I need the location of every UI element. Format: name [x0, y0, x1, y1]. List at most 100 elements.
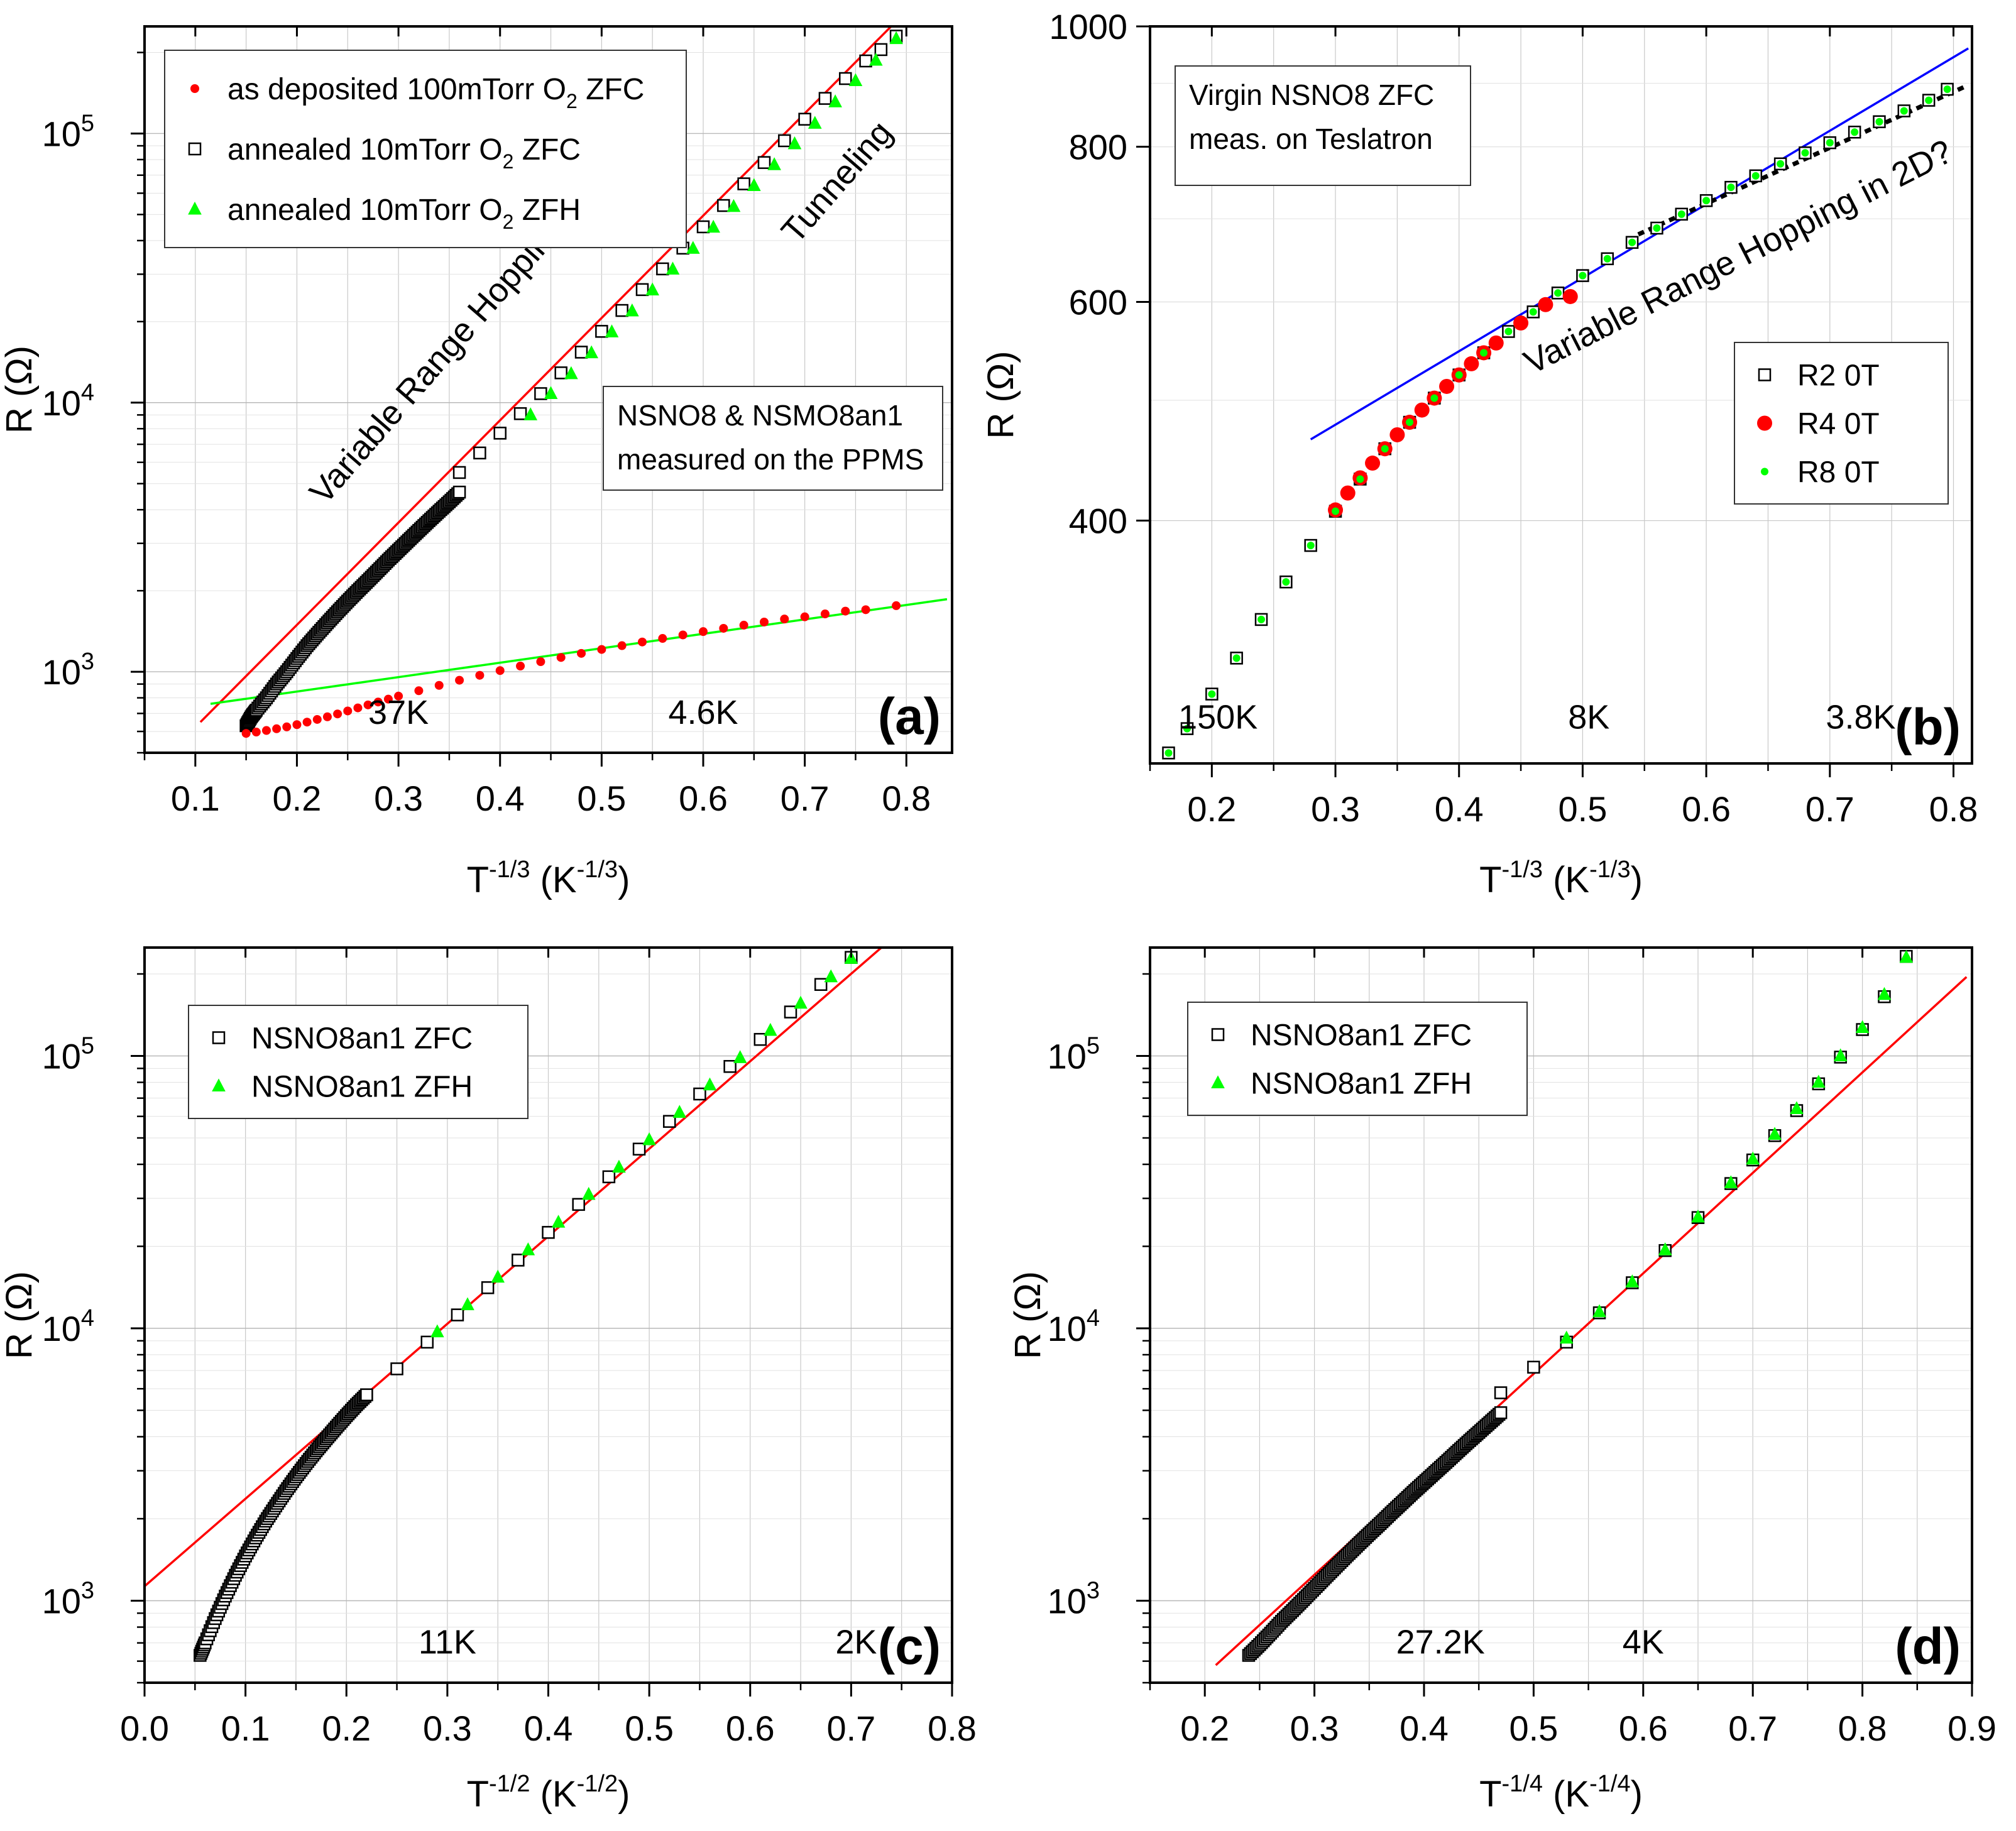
data-point [333, 709, 342, 719]
y-tick-label: 105 [42, 1033, 94, 1076]
data-point [1812, 1074, 1826, 1088]
data-point [534, 387, 547, 400]
data-point [1746, 1151, 1760, 1165]
data-series [194, 951, 858, 1662]
data-point [481, 1281, 495, 1294]
chart-panel-a: 0.1 0.2 0.3 0.4 0.5 0.6 0.7 0.8 103 104 105 T-1/3 (… [0, 25, 953, 900]
data-point [452, 466, 466, 479]
data-series [1162, 82, 1954, 760]
data-point [1527, 1360, 1540, 1374]
x-tick-label: 0.4 [524, 1708, 573, 1748]
data-series [239, 30, 903, 738]
data-point [1628, 238, 1636, 246]
annotation: 4.6K [668, 694, 738, 731]
x-tick-label: 0.5 [1558, 789, 1607, 829]
data-point [1414, 402, 1430, 418]
data-point [612, 1159, 626, 1173]
info-box-line: NSNO8 & NSMO8an1 [617, 399, 903, 432]
data-point [584, 345, 599, 359]
panel-label: (a) [878, 688, 941, 745]
legend-label: R4 0T [1797, 408, 1880, 441]
fit-lines [145, 948, 882, 1587]
data-point [322, 712, 332, 721]
data-point [360, 1388, 373, 1402]
annotation: 37K [368, 694, 429, 731]
data-point [1340, 485, 1356, 501]
data-point [824, 969, 838, 983]
y-axis-title: R (Ω) [0, 1271, 40, 1359]
legend-label: as deposited 100mTorr O2 ZFC [227, 73, 644, 112]
x-tick-label: 0.2 [1187, 789, 1236, 829]
data-point [1494, 1406, 1508, 1419]
data-point [1406, 418, 1414, 427]
series-square [194, 1388, 373, 1662]
data-point [414, 686, 424, 696]
data-point [516, 661, 525, 670]
legend-marker [1761, 467, 1768, 476]
data-point [828, 94, 842, 107]
series-dot [241, 601, 901, 738]
fit-line [145, 948, 882, 1587]
legend-marker [1211, 1075, 1225, 1088]
data-point [1727, 183, 1735, 192]
legend-label: NSNO8an1 ZFC [1251, 1019, 1472, 1052]
data-point [461, 1297, 474, 1311]
data-point [1365, 456, 1381, 471]
data-point [1307, 542, 1315, 550]
data-point [513, 407, 527, 420]
data-point [698, 627, 708, 637]
data-point [780, 615, 789, 624]
data-point [1768, 1127, 1782, 1140]
data-point [794, 995, 808, 1009]
data-point [390, 1362, 403, 1375]
data-point [1592, 1304, 1606, 1318]
info-box [603, 386, 943, 491]
fit-line [199, 26, 892, 723]
x-tick-label: 0.0 [120, 1708, 169, 1748]
legend-label: NSNO8an1 ZFC [251, 1022, 473, 1056]
data-point [574, 346, 588, 359]
x-axis-title: T-1/2 (K-1/2) [467, 1771, 630, 1815]
data-point [757, 156, 771, 169]
data-point [784, 1005, 797, 1019]
data-point [800, 612, 809, 621]
chart-panel-d: 0.2 0.3 0.4 0.5 0.6 0.7 0.8 0.9 103 104 105 T-1/4 (… [1007, 946, 1997, 1815]
data-point [798, 112, 811, 126]
data-point [282, 722, 292, 731]
data-point [1579, 271, 1587, 280]
data-point [353, 703, 363, 713]
data-series [1242, 949, 1914, 1662]
data-point [1554, 289, 1562, 297]
data-point [473, 446, 486, 460]
data-point [495, 666, 505, 675]
x-tick-label: 0.7 [781, 779, 830, 818]
legend-label: R8 0T [1797, 456, 1880, 489]
legend-label: NSNO8an1 ZFH [1251, 1068, 1472, 1101]
data-point [1208, 690, 1216, 698]
y-axis-title: R (Ω) [1007, 1271, 1048, 1359]
data-point [1851, 128, 1859, 136]
x-axis-title: T-1/3 (K-1/3) [467, 856, 630, 900]
y-tick-label: 104 [42, 380, 94, 423]
data-point [868, 52, 883, 66]
data-point [1232, 654, 1241, 662]
data-point [719, 623, 728, 633]
data-point [572, 1198, 585, 1211]
data-point [808, 116, 822, 129]
series-square [1162, 82, 1954, 760]
legend-marker [1211, 1028, 1225, 1041]
info-box-line: Virgin NSNO8 ZFC [1189, 79, 1434, 111]
data-point [753, 1032, 767, 1046]
data-point [814, 978, 828, 991]
data-point [536, 657, 545, 667]
x-tick-label: 0.2 [322, 1708, 371, 1748]
data-point [272, 724, 282, 733]
data-point [841, 606, 850, 616]
data-point [1480, 349, 1488, 357]
data-point [1455, 371, 1463, 379]
data-point [723, 1059, 737, 1073]
data-point [1439, 378, 1455, 394]
data-point [363, 700, 373, 709]
data-point [1282, 578, 1290, 586]
